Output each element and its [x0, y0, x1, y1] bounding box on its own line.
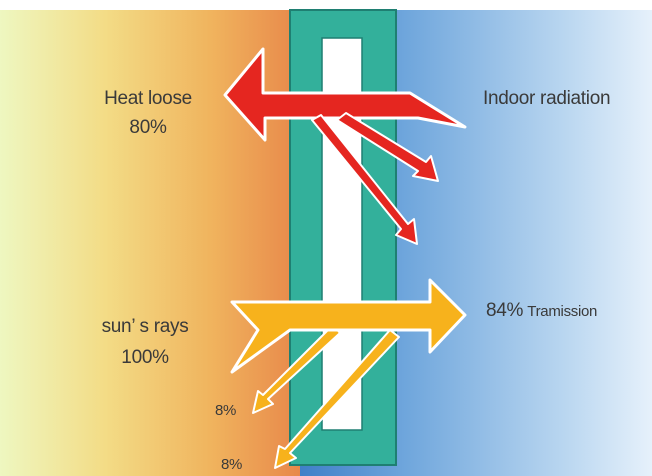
- reflection-percent-2: 8%: [221, 456, 243, 473]
- red-reflection-arrow-1: [336, 112, 439, 182]
- heat-loose-percent: 80%: [129, 117, 167, 138]
- top-white-margin: [0, 0, 652, 10]
- transmission-percent: 84%: [486, 300, 524, 321]
- heat-loss-arrow: [223, 47, 467, 142]
- heat-loose-label: Heat loose: [104, 88, 192, 109]
- reflection-percent-1: 8%: [215, 402, 237, 419]
- sun-reflection-arrow-2: [274, 329, 400, 469]
- indoor-radiation-label: Indoor radiation: [483, 88, 611, 109]
- transmission-word: Tramission: [527, 303, 598, 320]
- suns-rays-percent: 100%: [121, 347, 169, 368]
- sun-reflection-arrow-1: [252, 324, 341, 414]
- sun-transmission-arrow: [230, 278, 467, 374]
- transmission-label: 84% Tramission: [486, 300, 597, 322]
- red-reflection-arrow-2: [311, 114, 418, 245]
- suns-rays-label: sun’ s rays: [101, 316, 189, 337]
